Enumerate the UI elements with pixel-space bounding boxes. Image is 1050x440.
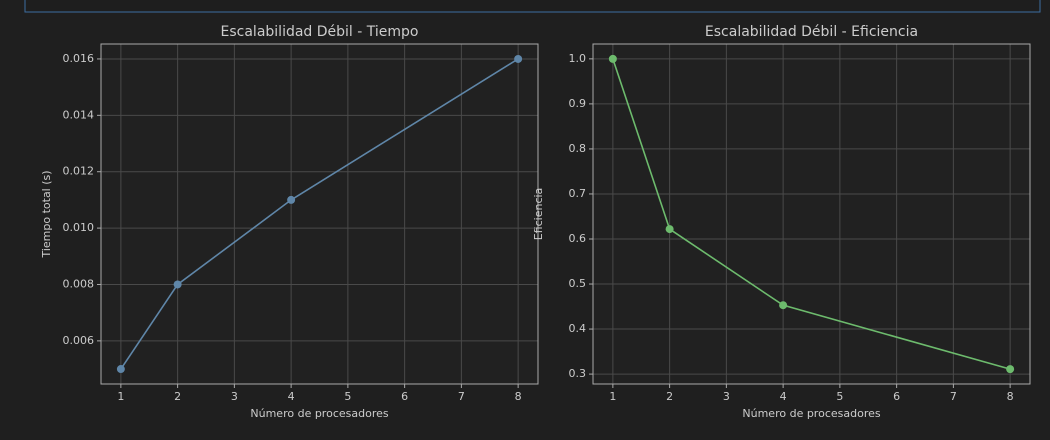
x-tick-label: 3 <box>723 390 730 403</box>
x-tick-label: 7 <box>458 390 465 403</box>
y-axis-label: Eficiencia <box>532 188 545 241</box>
y-tick-label: 0.5 <box>569 277 587 290</box>
x-tick-label: 2 <box>666 390 673 403</box>
point <box>1006 365 1015 374</box>
y-tick-label: 0.010 <box>63 221 95 234</box>
point <box>514 54 523 63</box>
y-axis-label: Tiempo total (s) <box>40 170 53 258</box>
x-tick-label: 3 <box>231 390 238 403</box>
chart-title: Escalabilidad Débil - Eficiencia <box>705 24 918 40</box>
y-tick-label: 0.7 <box>569 187 587 200</box>
series-line <box>612 58 1011 370</box>
y-tick-label: 0.012 <box>63 165 95 178</box>
y-tick-label: 0.9 <box>569 97 587 110</box>
y-tick-label: 0.016 <box>63 52 95 65</box>
x-tick-label: 5 <box>344 390 351 403</box>
series-line <box>120 58 519 370</box>
plot-frame <box>100 43 539 385</box>
x-tick-label: 6 <box>401 390 408 403</box>
y-tick-label: 0.3 <box>569 367 587 380</box>
x-tick-label: 7 <box>950 390 957 403</box>
plot-area <box>593 44 1030 384</box>
x-tick-label: 4 <box>288 390 295 403</box>
chart: 1 2 3 4 5 6 7 8 0.006 0.008 0.010 0.012 0.014 0.016 Es… <box>40 24 539 420</box>
point <box>779 301 788 310</box>
plot-area <box>101 44 538 384</box>
x-tick-label: 1 <box>117 390 124 403</box>
x-tick-label: 1 <box>609 390 616 403</box>
cell-status-bar <box>24 0 1041 13</box>
y-tick-label: 0.6 <box>569 232 587 245</box>
y-tick-label: 0.008 <box>63 277 95 290</box>
point <box>116 365 125 374</box>
x-tick-label: 4 <box>780 390 787 403</box>
x-axis-label: Número de procesadores <box>250 407 388 420</box>
x-tick-label: 8 <box>515 390 522 403</box>
y-tick-label: 1.0 <box>569 52 587 65</box>
point <box>608 54 617 63</box>
y-tick-label: 0.014 <box>63 108 95 121</box>
x-tick-label: 6 <box>893 390 900 403</box>
y-tick-label: 0.006 <box>63 334 95 347</box>
y-tick-label: 0.4 <box>569 322 587 335</box>
x-tick-label: 2 <box>174 390 181 403</box>
x-axis-label: Número de procesadores <box>742 407 880 420</box>
y-tick-label: 0.8 <box>569 142 587 155</box>
point <box>287 195 296 204</box>
chart: 1 2 3 4 5 6 7 8 0.3 0.4 0.5 0.6 0.7 0.8 0.9 1.0 Escalabi… <box>532 24 1031 420</box>
x-tick-label: 5 <box>836 390 843 403</box>
plot-frame <box>592 43 1031 385</box>
chart-title: Escalabilidad Débil - Tiempo <box>221 24 419 40</box>
x-tick-label: 8 <box>1007 390 1014 403</box>
point <box>665 225 674 234</box>
point <box>173 280 182 289</box>
